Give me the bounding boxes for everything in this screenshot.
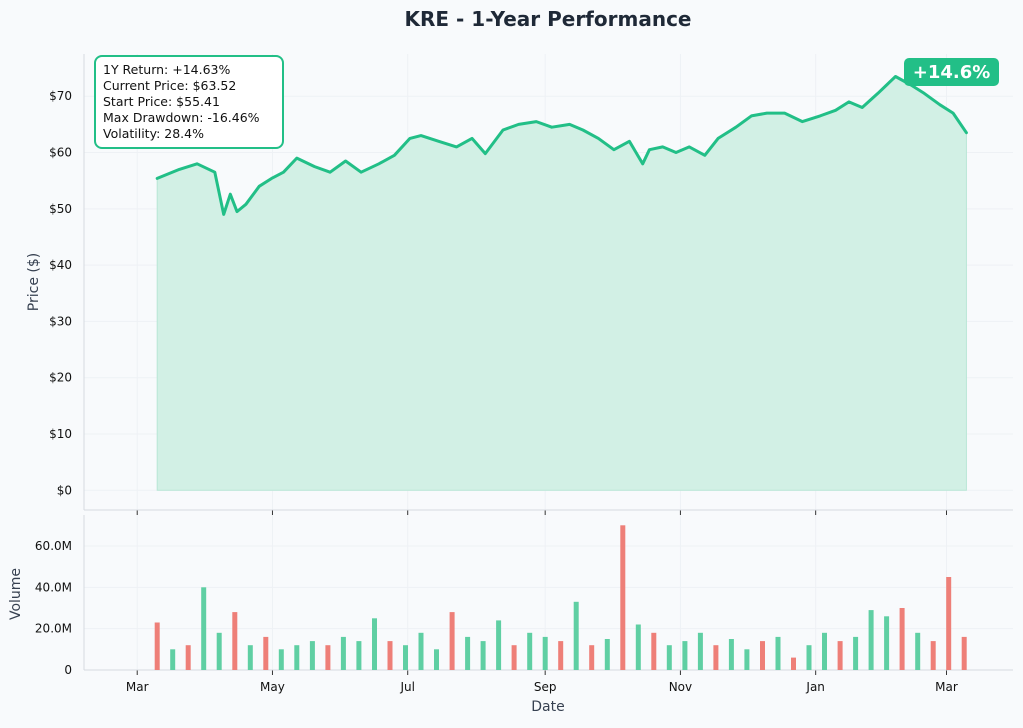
volume-bar	[620, 525, 626, 670]
x-tick-label: Mar	[935, 680, 958, 694]
return-badge: +14.6%	[904, 58, 999, 86]
volume-bar	[744, 649, 750, 670]
price-tick-label: $20	[49, 371, 72, 385]
volume-tick-label: 0	[64, 663, 72, 677]
volume-bar	[853, 636, 859, 670]
price-tick-label: $70	[49, 89, 72, 103]
volume-bar	[263, 636, 269, 670]
price-tick-label: $10	[49, 427, 72, 441]
volume-bar	[604, 639, 610, 670]
volume-bar	[791, 657, 796, 670]
price-tick-label: $60	[49, 146, 72, 160]
chart-title: KRE - 1-Year Performance	[405, 7, 692, 31]
volume-bar	[294, 645, 300, 670]
x-axis-title: Date	[531, 699, 564, 715]
return-badge-label: +14.6%	[913, 62, 991, 83]
volume-bar	[666, 645, 672, 670]
volume-bar	[527, 632, 533, 670]
volume-axis-title: Volume	[8, 568, 24, 620]
volume-bar	[884, 616, 890, 670]
volume-bar	[651, 632, 657, 670]
volume-tick-label: 60.0M	[35, 539, 72, 553]
volume-bar	[542, 636, 548, 670]
volume-bar	[915, 632, 921, 670]
volume-bar	[434, 649, 439, 670]
volume-bar	[325, 645, 331, 670]
volume-bar	[403, 645, 408, 670]
x-tick-label: May	[260, 680, 285, 694]
stats-box: 1Y Return: +14.63%Current Price: $63.52S…	[94, 55, 284, 149]
price-tick-label: $40	[49, 258, 72, 272]
volume-bar	[201, 587, 207, 670]
stats-line: Start Price: $55.41	[103, 94, 220, 109]
price-tick-label: $30	[49, 314, 72, 328]
volume-bar	[154, 622, 160, 670]
volume-bar	[837, 641, 843, 670]
volume-bar	[573, 601, 579, 670]
volume-bar	[278, 649, 284, 670]
volume-bar	[682, 641, 688, 670]
volume-bar	[480, 641, 486, 670]
volume-bar	[418, 632, 424, 670]
volume-tick-label: 40.0M	[35, 580, 72, 594]
volume-bar	[589, 645, 595, 670]
volume-bar	[728, 639, 734, 670]
volume-bar	[309, 641, 315, 670]
volume-tick-label: 20.0M	[35, 622, 72, 636]
return-badge-background	[904, 58, 999, 86]
volume-bar	[511, 645, 517, 670]
price-panel: $0 $10 $20 $30 $40 $50 $60 $70 1Y Return: +14.63…	[49, 54, 1013, 515]
stats-line: Current Price: $63.52	[103, 78, 236, 93]
price-tick-label: $0	[57, 483, 72, 497]
volume-bar	[697, 632, 703, 670]
volume-bar	[170, 649, 176, 670]
volume-bar	[356, 641, 362, 670]
x-tick-label: Sep	[534, 680, 557, 694]
x-tick-label: Jul	[399, 680, 414, 694]
volume-bar	[775, 636, 781, 670]
stats-box-frame	[94, 55, 284, 149]
volume-bar	[635, 624, 641, 670]
volume-bar	[372, 618, 377, 670]
volume-bar	[387, 641, 393, 670]
volume-bar	[340, 636, 346, 670]
volume-bar	[465, 636, 471, 670]
volume-bar	[496, 620, 502, 670]
volume-bar	[946, 577, 952, 670]
stats-line: 1Y Return: +14.63%	[103, 62, 230, 77]
volume-bar	[185, 645, 191, 670]
price-line	[155, 75, 968, 216]
x-tick-label: Jan	[805, 680, 825, 694]
x-tick-label: Nov	[669, 680, 692, 694]
stats-line: Volatility: 28.4%	[103, 126, 204, 141]
x-tick-label: Mar	[126, 680, 149, 694]
price-axis-title: Price ($)	[26, 253, 42, 311]
volume-bar	[806, 645, 812, 670]
volume-bar	[899, 608, 905, 670]
price-tick-label: $50	[49, 202, 72, 216]
volume-bar	[713, 645, 719, 670]
stats-line: Max Drawdown: -16.46%	[103, 110, 260, 125]
volume-bar	[868, 610, 874, 670]
volume-bar	[822, 632, 827, 670]
volume-bar	[558, 641, 564, 670]
volume-bar	[247, 645, 253, 670]
volume-bar	[449, 612, 455, 670]
volume-bar	[961, 636, 967, 670]
volume-bar	[930, 641, 936, 670]
volume-bar	[760, 641, 765, 670]
volume-bar	[216, 632, 222, 670]
volume-panel: 0 20.0M 40.0M 60.0M Mar May Jul Sep Nov Jan Mar	[35, 515, 1013, 694]
volume-bar	[232, 612, 238, 670]
